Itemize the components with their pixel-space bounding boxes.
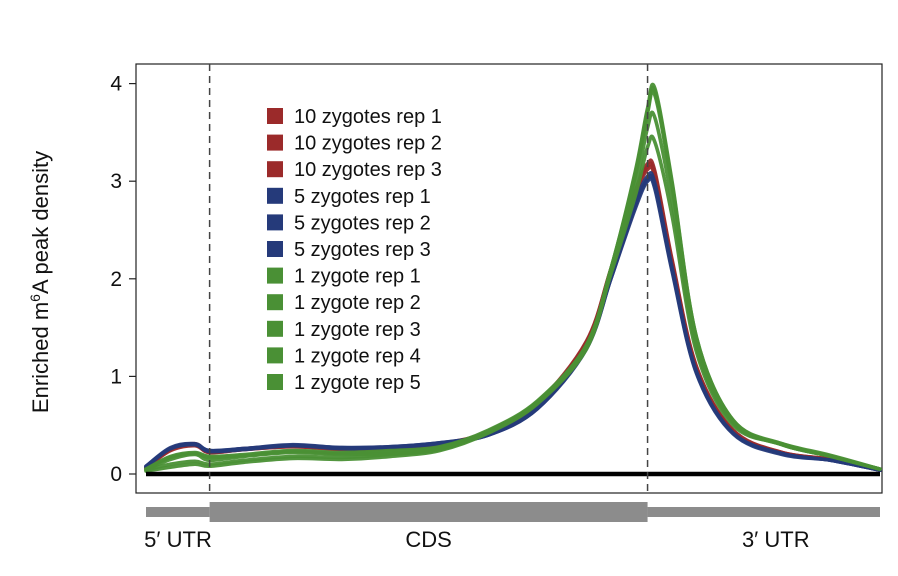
legend-swatch [267, 267, 283, 284]
legend-label: 1 zygote rep 2 [294, 292, 421, 314]
legend-swatch [267, 214, 283, 231]
y-tick-label: 3 [110, 170, 122, 193]
legend-label: 10 zygotes rep 3 [294, 159, 442, 181]
legend-label: 5 zygotes rep 3 [294, 239, 431, 261]
legend-swatch [267, 374, 283, 390]
legend-swatch [267, 241, 283, 257]
series-line-7 [144, 82, 882, 471]
y-axis-title-superscript: 6 [27, 294, 43, 302]
legend-swatch [267, 108, 283, 124]
legend-label: 1 zygote rep 4 [294, 345, 421, 367]
legend-swatch [267, 187, 283, 204]
gene-region-track: 5′ UTR CDS 3′ UTR [144, 502, 880, 552]
legend-label: 5 zygotes rep 1 [294, 186, 431, 208]
y-tick-label: 1 [110, 365, 122, 388]
legend-label: 10 zygotes rep 1 [294, 106, 442, 128]
region-label: 3′ UTR [742, 527, 810, 552]
y-tick-label: 4 [110, 73, 122, 96]
region-bar-1 [146, 507, 210, 517]
series-lines [144, 82, 882, 473]
y-tick-label: 2 [110, 268, 122, 291]
legend-label: 1 zygote rep 3 [294, 319, 421, 341]
region-bar-2 [209, 502, 648, 522]
series-line-11 [144, 85, 882, 471]
series-line-10 [144, 134, 882, 473]
legend-swatch [267, 134, 283, 151]
y-axis-title: Enriched m6A peak density [27, 151, 53, 413]
legend-swatch [267, 161, 283, 178]
legend-swatch [267, 347, 283, 364]
legend-swatch [267, 294, 283, 311]
legend-label: 5 zygotes rep 2 [294, 212, 431, 234]
legend-label: 1 zygote rep 1 [294, 266, 421, 288]
y-tick-label: 0 [110, 463, 122, 486]
region-bar-3 [647, 507, 880, 517]
region-label: 5′ UTR [144, 527, 212, 552]
series-line-8 [144, 89, 882, 472]
series-line-6 [144, 176, 882, 472]
legend-swatch [267, 320, 283, 337]
y-axis-title-part1: Enriched m [28, 302, 53, 413]
legend-label: 1 zygote rep 5 [294, 372, 421, 394]
region-label: CDS [405, 527, 451, 552]
legend-label: 10 zygotes rep 2 [294, 133, 442, 155]
y-axis-title-part2: A peak density [28, 151, 53, 294]
legend: 10 zygotes rep 1 10 zygotes rep 2 10 zygot… [267, 106, 442, 394]
